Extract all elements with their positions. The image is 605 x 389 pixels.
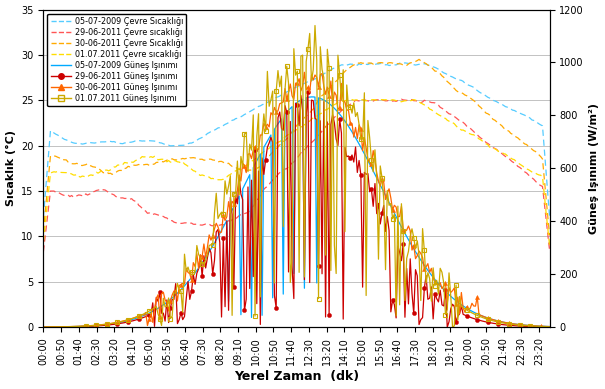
Legend: 05-07-2009 Çevre Sıcaklığı, 29-06-2011 Çevre sıcaklığı, 30-06-2011 Çevre Sıcaklı: 05-07-2009 Çevre Sıcaklığı, 29-06-2011 Ç…: [47, 14, 186, 106]
Y-axis label: Sıcaklık (°C): Sıcaklık (°C): [5, 130, 16, 206]
X-axis label: Yerel Zaman  (dk): Yerel Zaman (dk): [234, 370, 359, 384]
Y-axis label: Güneş Işınımı (W/m²): Güneş Işınımı (W/m²): [589, 103, 600, 234]
